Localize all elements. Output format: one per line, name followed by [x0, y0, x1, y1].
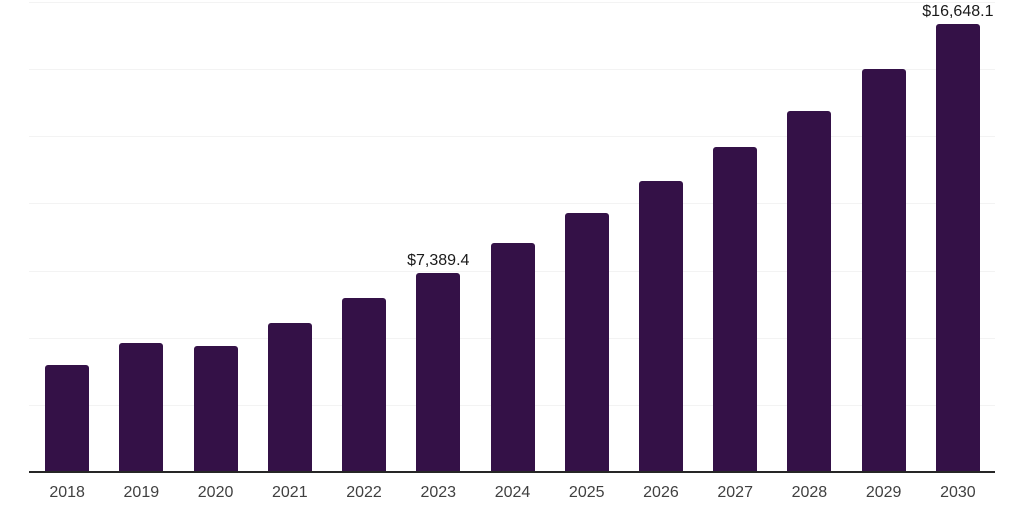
x-axis-label-2020: 2020 — [197, 484, 234, 501]
bar-2025[interactable] — [564, 212, 609, 471]
x-axis-label-2019: 2019 — [123, 484, 160, 501]
x-axis-label-2022: 2022 — [346, 484, 382, 501]
bar-2023[interactable] — [416, 272, 461, 471]
bar-2030[interactable] — [935, 23, 980, 471]
x-axis-line — [29, 471, 995, 473]
x-axis-label-2025: 2025 — [568, 484, 605, 501]
x-axis-label-2027: 2027 — [717, 484, 753, 501]
x-axis-label-2023: 2023 — [420, 484, 457, 501]
x-axis-label-2024: 2024 — [494, 484, 531, 501]
bar-2019[interactable] — [119, 342, 164, 471]
x-axis-label-2029: 2029 — [865, 484, 902, 501]
data-label-2023: $7,389.4 — [407, 251, 470, 269]
x-axis-label-2026: 2026 — [643, 484, 679, 501]
bar-2026[interactable] — [638, 180, 683, 471]
bar-2024[interactable] — [490, 242, 535, 471]
bar-2018[interactable] — [45, 365, 90, 471]
x-axis-label-2030: 2030 — [940, 484, 976, 501]
gridline — [29, 203, 995, 204]
gridline — [29, 69, 995, 70]
x-axis-label-2028: 2028 — [791, 484, 828, 501]
gridline — [29, 136, 995, 137]
data-label-2030: $16,648.1 — [922, 2, 994, 20]
bar-2022[interactable] — [342, 298, 387, 471]
x-axis-label-2018: 2018 — [49, 484, 85, 501]
gridline — [29, 2, 995, 3]
x-axis-label-2021: 2021 — [272, 484, 308, 501]
bar-2021[interactable] — [267, 323, 312, 471]
bar-2020[interactable] — [193, 345, 238, 471]
bar-2029[interactable] — [861, 69, 906, 471]
bar-2028[interactable] — [787, 110, 832, 471]
bar-2027[interactable] — [713, 146, 758, 471]
